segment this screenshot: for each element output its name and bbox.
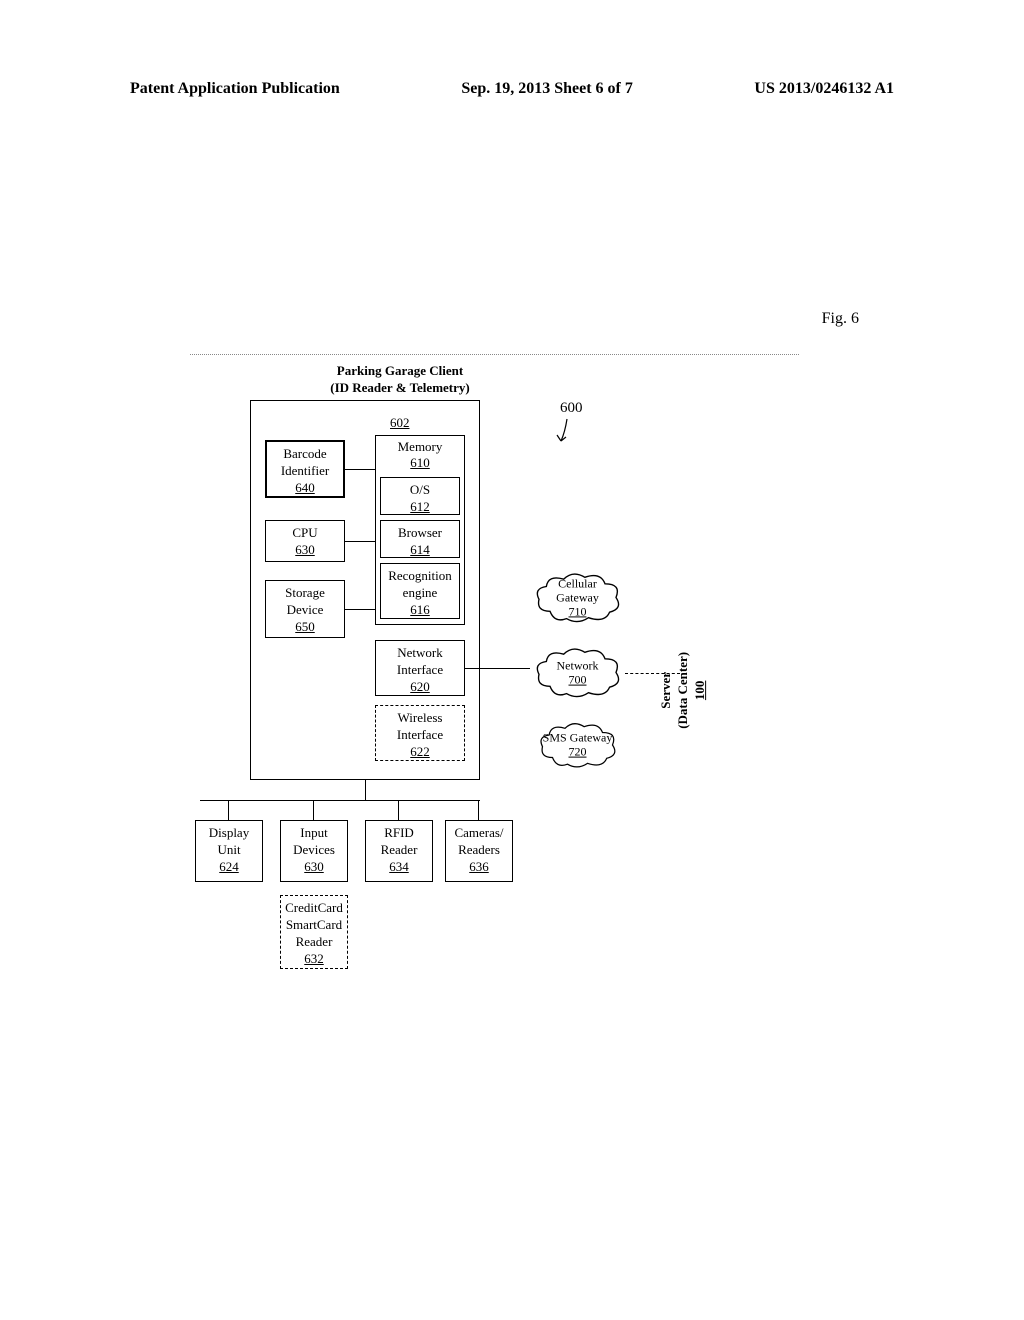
title-line2: (ID Reader & Telemetry) <box>330 380 469 395</box>
pointer-arrow <box>555 417 575 447</box>
input-box: Input Devices 630 <box>280 820 348 882</box>
creditcard-box: CreditCard SmartCard Reader 632 <box>280 895 348 969</box>
bus-d3 <box>398 800 399 820</box>
main-ref: 602 <box>390 415 410 431</box>
bus-h <box>200 800 480 801</box>
storage-box: Storage Device 650 <box>265 580 345 638</box>
server-label: Server (Data Center) 100 <box>658 652 709 729</box>
page: Patent Application Publication Sep. 19, … <box>0 0 1024 1320</box>
header-center: Sep. 19, 2013 Sheet 6 of 7 <box>461 80 633 98</box>
memory-label: Memory 610 <box>375 439 465 471</box>
browser-box: Browser 614 <box>380 520 460 558</box>
header-right: US 2013/0246132 A1 <box>754 80 894 98</box>
conn-barcode <box>345 469 375 470</box>
header: Patent Application Publication Sep. 19, … <box>0 80 1024 98</box>
bus-d1 <box>228 800 229 820</box>
rfid-box: RFID Reader 634 <box>365 820 433 882</box>
bus-drop <box>365 780 366 800</box>
bus-d2 <box>313 800 314 820</box>
cloud-sms: SMS Gateway 720 <box>525 720 630 770</box>
conn-netif-network <box>465 668 530 669</box>
cpu-box: CPU 630 <box>265 520 345 562</box>
pointer-600: 600 <box>560 400 583 417</box>
os-box: O/S 612 <box>380 477 460 515</box>
figure-label: Fig. 6 <box>822 310 859 328</box>
recognition-box: Recognition engine 616 <box>380 563 460 619</box>
bus-d4 <box>478 800 479 820</box>
title-line1: Parking Garage Client <box>337 363 463 378</box>
conn-cpu <box>345 541 375 542</box>
cloud-network: Network 700 <box>525 645 630 700</box>
cloud-cellular: Cellular Gateway 710 <box>530 570 625 625</box>
diagram-title: Parking Garage Client (ID Reader & Telem… <box>300 363 500 397</box>
barcode-box: Barcode Identifier 640 <box>265 440 345 498</box>
wireless-box: Wireless Interface 622 <box>375 705 465 761</box>
conn-storage <box>345 609 375 610</box>
display-box: Display Unit 624 <box>195 820 263 882</box>
netif-box: Network Interface 620 <box>375 640 465 696</box>
header-left: Patent Application Publication <box>130 80 340 98</box>
diagram: Parking Garage Client (ID Reader & Telem… <box>100 355 900 1055</box>
cameras-box: Cameras/ Readers 636 <box>445 820 513 882</box>
